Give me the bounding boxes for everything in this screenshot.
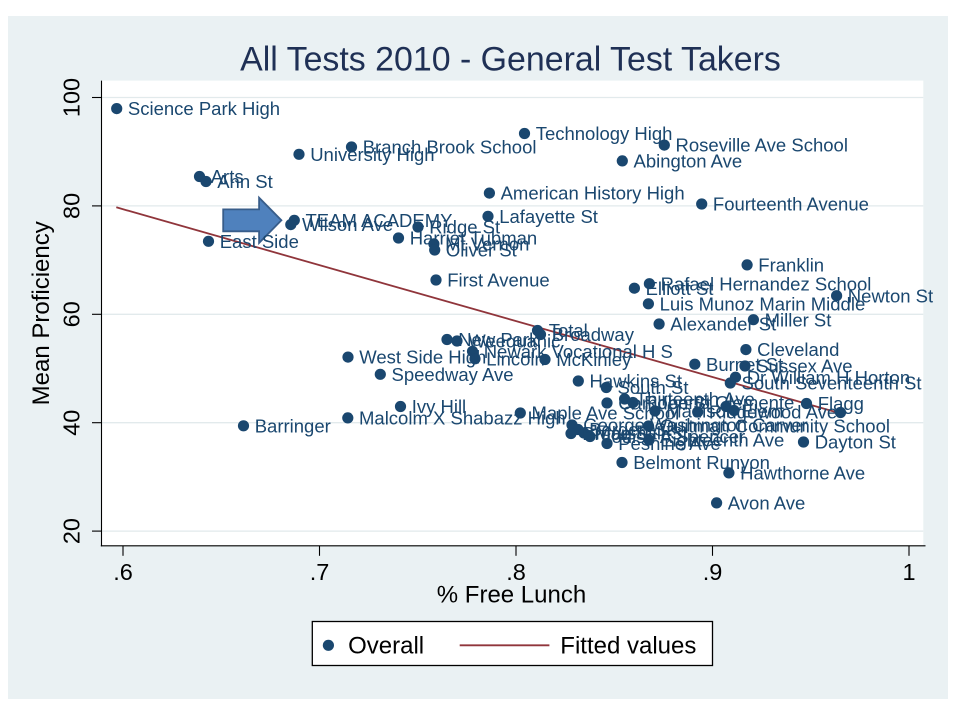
svg-text:Franklin: Franklin (758, 255, 824, 276)
svg-text:Newark Vocational H S: Newark Vocational H S (484, 341, 673, 362)
svg-text:Ann St: Ann St (217, 171, 273, 192)
svg-text:Quitman Community School: Quitman Community School (660, 416, 890, 437)
svg-text:Alexander St: Alexander St (670, 314, 776, 335)
svg-text:Flagg: Flagg (818, 393, 864, 414)
svg-text:100: 100 (59, 78, 85, 117)
svg-text:Speedway Ave: Speedway Ave (392, 364, 514, 385)
svg-text:% Free Lunch: % Free Lunch (437, 582, 586, 609)
svg-text:Luis Munoz Marin Middle: Luis Munoz Marin Middle (660, 293, 866, 314)
svg-text:Branch Brook School: Branch Brook School (363, 137, 537, 158)
svg-text:Lincoln: Lincoln (486, 348, 545, 369)
svg-text:.6: .6 (113, 559, 133, 585)
svg-text:Mean Proficiency: Mean Proficiency (28, 221, 55, 405)
svg-text:Overall: Overall (348, 633, 424, 660)
svg-text:.8: .8 (506, 559, 526, 585)
svg-text:Marshall St: Marshall St (595, 423, 688, 444)
svg-text:Elliott St: Elliott St (646, 278, 714, 299)
svg-text:Rafael Hernandez School: Rafael Hernandez School (661, 273, 872, 294)
svg-text:Fitted values: Fitted values (560, 633, 696, 660)
svg-text:.9: .9 (703, 559, 723, 585)
svg-text:Lafayette St: Lafayette St (499, 206, 598, 227)
svg-text:Ridge St: Ridge St (429, 217, 500, 238)
svg-text:Belmont Runyon: Belmont Runyon (633, 452, 770, 473)
svg-text:Hawthorne Ave: Hawthorne Ave (740, 463, 865, 484)
svg-text:McKinley: McKinley (556, 349, 632, 370)
svg-text:South St: South St (618, 377, 689, 398)
svg-text:Dayton St: Dayton St (815, 432, 896, 453)
svg-text:Maple Ave School: Maple Ave School (532, 403, 680, 424)
svg-text:Arts: Arts (211, 166, 244, 187)
svg-text:Oliver St: Oliver St (446, 240, 517, 261)
svg-text:Bruce St: Bruce St (582, 423, 653, 444)
svg-text:American History High: American History High (501, 183, 685, 204)
svg-text:Roberto Clemente: Roberto Clemente (644, 392, 794, 413)
svg-text:Ivy Hill: Ivy Hill (412, 396, 466, 417)
svg-text:TEAM ACADEMY: TEAM ACADEMY (306, 210, 453, 231)
svg-text:Burnet St: Burnet St (706, 354, 783, 375)
svg-text:.7: .7 (310, 559, 330, 585)
svg-text:Thirteenth Ave: Thirteenth Ave (636, 389, 755, 410)
svg-text:Ridgewood Ave: Ridgewood Ave (709, 402, 837, 423)
svg-text:Bergen St: Bergen St (589, 419, 671, 440)
svg-text:Peshine Ave: Peshine Ave (618, 433, 721, 454)
svg-text:Madison Elem: Madison Elem (666, 401, 783, 422)
svg-text:Newton St: Newton St (848, 285, 933, 306)
svg-text:Avon Ave: Avon Ave (728, 493, 806, 514)
svg-text:West Side High: West Side High (359, 347, 486, 368)
svg-text:Fourteenth Avenue: Fourteenth Avenue (713, 194, 869, 215)
svg-text:80: 80 (59, 193, 85, 219)
svg-text:Total: Total (549, 320, 588, 341)
svg-text:University High: University High (310, 144, 434, 165)
svg-text:Cleveland: Cleveland (757, 339, 839, 360)
svg-text:New Park: New Park (458, 329, 539, 350)
svg-text:Abington Ave: Abington Ave (634, 151, 743, 172)
svg-text:Technology High: Technology High (536, 123, 673, 144)
svg-text:Hawkins St: Hawkins St (590, 371, 683, 392)
svg-text:South Seventeenth St: South Seventeenth St (742, 373, 922, 394)
svg-text:Weequahic: Weequahic (468, 331, 560, 352)
svg-text:Camden St: Camden St (618, 393, 711, 414)
svg-text:Wilson Ave: Wilson Ave (302, 214, 393, 235)
svg-text:60: 60 (59, 301, 85, 327)
svg-text:Malcolm X Shabazz High: Malcolm X Shabazz High (359, 408, 566, 429)
svg-text:Sussex Ave: Sussex Ave (756, 356, 852, 377)
svg-text:First Avenue: First Avenue (447, 270, 550, 291)
svg-text:Roseville Ave School: Roseville Ave School (676, 135, 848, 156)
svg-text:Harriet Tubman: Harriet Tubman (410, 228, 538, 249)
svg-text:Miller St: Miller St (765, 309, 832, 330)
svg-text:20: 20 (59, 518, 85, 544)
svg-text:1: 1 (902, 559, 915, 585)
svg-text:Barringer: Barringer (255, 415, 331, 436)
svg-text:Broadway: Broadway (552, 324, 635, 345)
svg-text:Science Park High: Science Park High (128, 98, 280, 119)
svg-text:Dr William H Horton: Dr William H Horton (747, 367, 910, 388)
svg-text:Louise A Spencer: Louise A Spencer (601, 426, 745, 447)
svg-text:Eighteenth Ave: Eighteenth Ave (660, 430, 784, 451)
svg-text:Mt Vernon: Mt Vernon (445, 234, 529, 255)
svg-text:George Washington Carver: George Washington Carver (583, 415, 808, 436)
svg-text:40: 40 (59, 410, 85, 436)
svg-text:East Side: East Side (220, 231, 299, 252)
svg-text:All Tests 2010 - General Test: All Tests 2010 - General Test Takers (240, 41, 781, 79)
